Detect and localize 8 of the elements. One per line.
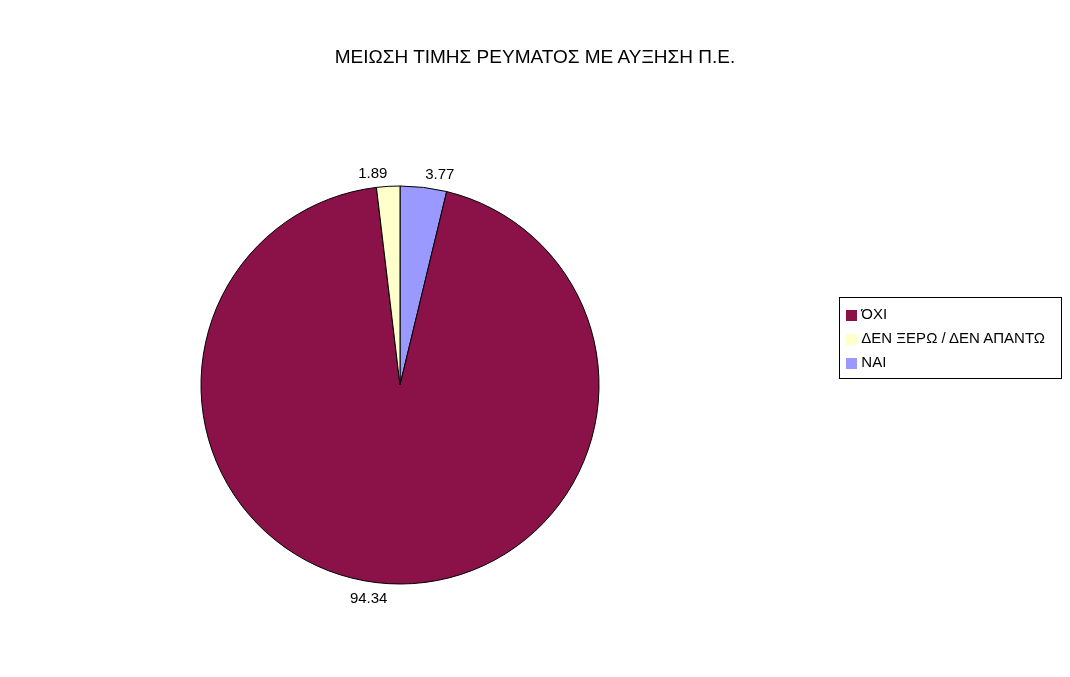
- data-label: 1.89: [358, 163, 388, 181]
- chart-title: ΜΕΙΩΣΗ ΤΙΜΗΣ ΡΕΥΜΑΤΟΣ ΜΕ ΑΥΞΗΣΗ Π.Ε.: [333, 46, 737, 68]
- data-label: 94.34: [349, 589, 388, 607]
- data-label: 3.77: [425, 164, 455, 182]
- pie-slice: [200, 186, 600, 585]
- legend-label: ΔΕΝ ΞΕΡΩ / ΔΕΝ ΑΠΑΝΤΩ: [861, 329, 1045, 346]
- legend-label: ΌΧΙ: [861, 305, 888, 322]
- legend-label: ΝΑΙ: [861, 353, 887, 370]
